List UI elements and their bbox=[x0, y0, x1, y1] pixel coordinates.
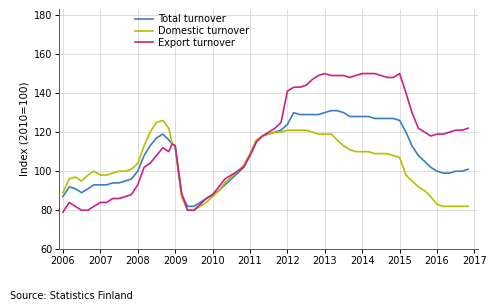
Line: Total turnover: Total turnover bbox=[63, 111, 468, 206]
Domestic turnover bbox=[60, 191, 66, 195]
Total turnover bbox=[328, 109, 334, 112]
Domestic turnover bbox=[235, 169, 241, 173]
Export turnover bbox=[122, 195, 128, 199]
Domestic turnover bbox=[253, 138, 259, 142]
Total turnover bbox=[247, 154, 253, 157]
Total turnover bbox=[228, 177, 234, 181]
Export turnover bbox=[60, 210, 66, 214]
Total turnover bbox=[465, 168, 471, 171]
Export turnover bbox=[372, 72, 378, 75]
Total turnover bbox=[60, 195, 66, 199]
Domestic turnover bbox=[440, 205, 446, 208]
Total turnover bbox=[184, 205, 190, 208]
Line: Domestic turnover: Domestic turnover bbox=[63, 120, 468, 210]
Domestic turnover bbox=[378, 152, 384, 155]
Total turnover bbox=[110, 181, 116, 185]
Export turnover bbox=[241, 165, 246, 169]
Domestic turnover bbox=[465, 205, 471, 208]
Domestic turnover bbox=[184, 209, 190, 212]
Total turnover bbox=[440, 171, 446, 175]
Domestic turnover bbox=[160, 119, 166, 122]
Export turnover bbox=[440, 132, 446, 136]
Legend: Total turnover, Domestic turnover, Export turnover: Total turnover, Domestic turnover, Expor… bbox=[135, 14, 249, 48]
Total turnover bbox=[91, 183, 97, 187]
Domestic turnover bbox=[91, 169, 97, 173]
Y-axis label: Index (2010=100): Index (2010=100) bbox=[20, 82, 30, 176]
Export turnover bbox=[222, 177, 228, 181]
Total turnover bbox=[378, 117, 384, 120]
Export turnover bbox=[322, 72, 328, 75]
Line: Export turnover: Export turnover bbox=[63, 74, 468, 212]
Export turnover bbox=[465, 126, 471, 130]
Domestic turnover bbox=[110, 171, 116, 175]
Export turnover bbox=[110, 197, 116, 200]
Text: Source: Statistics Finland: Source: Statistics Finland bbox=[10, 291, 133, 301]
